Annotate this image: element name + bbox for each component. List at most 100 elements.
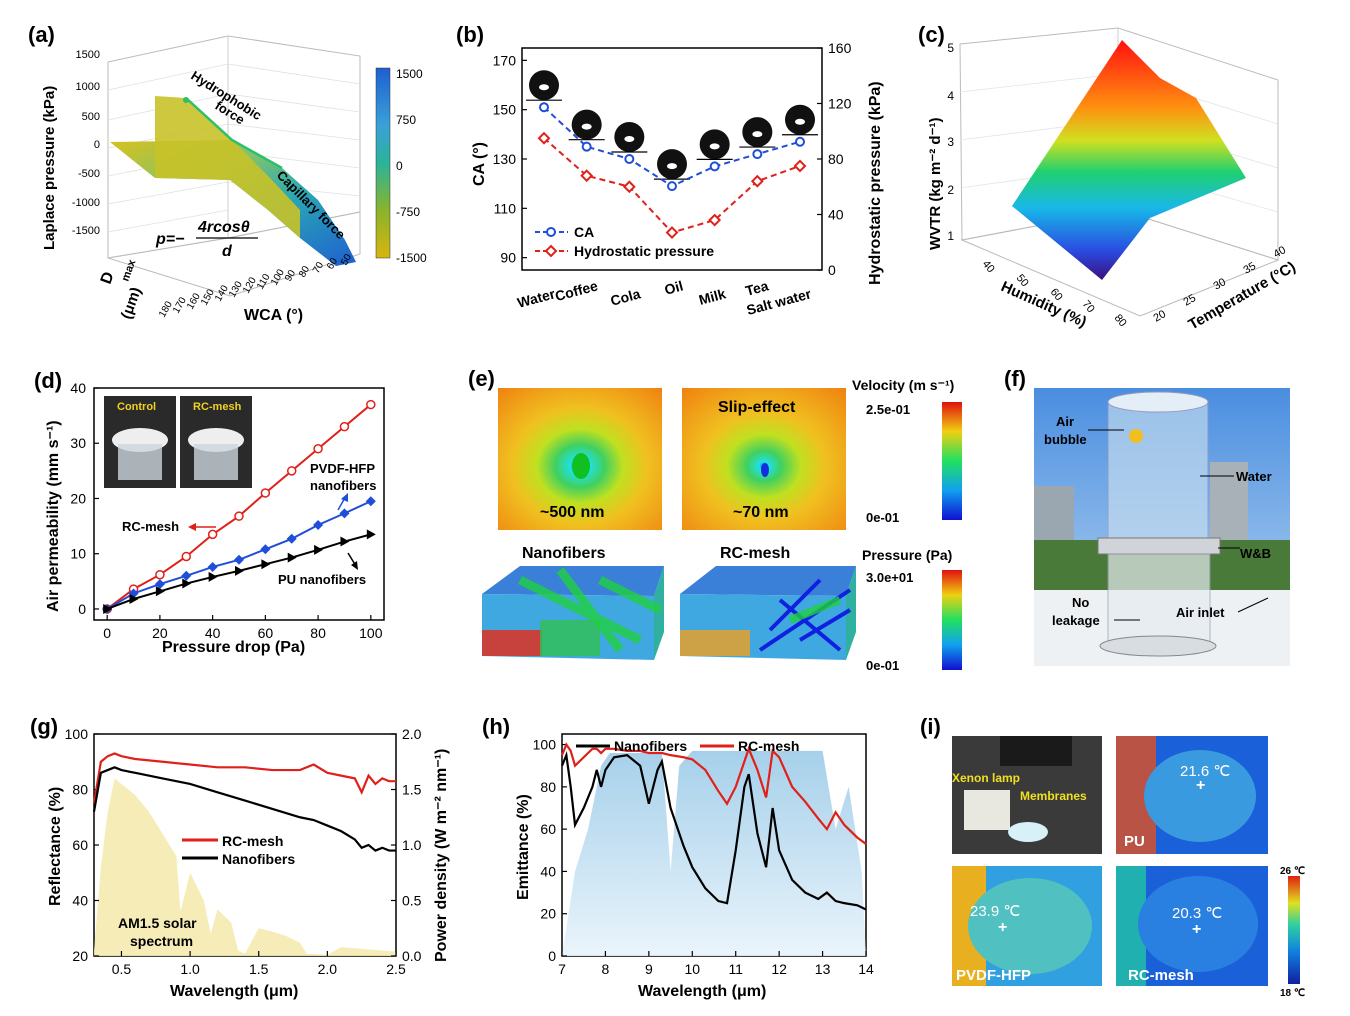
- velocity-field-rc: [682, 388, 846, 530]
- crosshair-pvdf: +: [998, 919, 1007, 936]
- label-pu-i: PU: [1124, 833, 1145, 850]
- point-d-rc: [286, 466, 297, 476]
- atmospheric-window: [562, 750, 866, 956]
- inset-control-label: Control: [117, 401, 156, 413]
- tick-label-g-y2: 1.5: [402, 782, 422, 798]
- series-line-g: [92, 766, 396, 852]
- svg-text:5: 5: [947, 41, 954, 55]
- point-d-pu: [287, 552, 297, 563]
- droplet-highlight: [667, 163, 677, 170]
- velocity-min: 0e-01: [866, 510, 899, 525]
- svg-text:-500: -500: [78, 168, 100, 180]
- pressure-min: 0e-01: [866, 658, 899, 673]
- temp-pvdf: 23.9 ℃: [970, 903, 1020, 920]
- point-ca: [624, 154, 635, 164]
- point-hp: [708, 213, 722, 227]
- tick-label-d-x: 40: [205, 625, 221, 641]
- arrowhead-pu: [351, 561, 358, 570]
- legend-h-nano: Nanofibers: [614, 738, 687, 754]
- svg-text:50: 50: [339, 252, 354, 268]
- point-d-rc: [207, 529, 218, 540]
- thermal-min: 18 ℃: [1280, 988, 1305, 999]
- crosshair-rc: +: [1192, 921, 1201, 938]
- annotation-rc-d: RC-mesh: [122, 519, 179, 534]
- surface-peak-marker: [183, 97, 189, 103]
- point-hp: [622, 180, 636, 194]
- box-floor: [107, 211, 361, 297]
- tick-label-d-y: 30: [70, 435, 86, 451]
- label-rc-i: RC-mesh: [1128, 967, 1194, 984]
- thermal-max: 26 ℃: [1280, 866, 1305, 877]
- setup-box: [964, 790, 1010, 830]
- fiber-nano-cross-section: [572, 453, 590, 479]
- axis-g-y2label: Power density (W m⁻² nm⁻¹): [433, 749, 450, 962]
- water-column: [1107, 401, 1209, 541]
- legend-g-nano: Nanofibers: [222, 851, 295, 867]
- legend-b: CA Hydrostatic pressure: [535, 224, 714, 259]
- xenon-housing: [1000, 736, 1072, 766]
- svg-text:3: 3: [947, 135, 954, 149]
- membrane-dish: [1008, 822, 1048, 842]
- tick-label-d-x: 80: [310, 625, 326, 641]
- thermal-rc-dish: [1138, 876, 1258, 972]
- point-d-pvdf: [260, 544, 271, 555]
- pressure-block-nano: [482, 566, 664, 660]
- inset-rc-label: RC-mesh: [193, 401, 242, 413]
- annotation-pvdf1: PVDF-HFP: [310, 461, 375, 476]
- axis-a-zlabel: Laplace pressure (kPa): [41, 86, 58, 250]
- droplet-highlight: [752, 131, 763, 138]
- axis-g-xlabel: Wavelength (μm): [170, 983, 298, 1000]
- svg-text:2: 2: [947, 183, 954, 197]
- panel-d: (d) 0 20 40 60 80 100 0 10 20 30 40 Air permeabili…: [34, 368, 385, 656]
- droplet-highlight: [624, 136, 635, 142]
- base: [1099, 635, 1217, 657]
- annotation-pvdf2: nanofibers: [310, 478, 376, 493]
- thermal-pu-dish: [1144, 750, 1256, 842]
- point-d-rc: [339, 421, 350, 432]
- axis-b-y2label: Hydrostatic pressure (kPa): [867, 81, 884, 285]
- surface-ridge: [155, 96, 300, 238]
- panel-label-c: (c): [918, 22, 945, 47]
- point-ca: [795, 136, 805, 147]
- panel-label-g: (g): [30, 714, 58, 739]
- pressure-title: Pressure (Pa): [862, 547, 952, 563]
- droplet-highlight: [539, 84, 549, 91]
- svg-text:-1500: -1500: [72, 225, 100, 237]
- colorbar-pressure: [942, 570, 962, 670]
- point-d-pvdf: [365, 496, 376, 507]
- axes-d: 0 20 40 60 80 100 0 10 20 30 40: [70, 380, 382, 641]
- tick-label-b-right: 80: [828, 151, 844, 167]
- point-d-pu: [155, 586, 165, 597]
- series-line-g: [92, 752, 396, 804]
- svg-text:-750: -750: [396, 205, 420, 219]
- tick-label-g-y2: 0.0: [402, 948, 422, 964]
- label-air: Air: [1056, 414, 1074, 429]
- flange: [1097, 537, 1221, 555]
- label-rcmesh: RC-mesh: [720, 545, 790, 562]
- point-d-pvdf: [339, 508, 350, 519]
- tick-label-b-right: 160: [828, 40, 852, 56]
- fish-toy: [1129, 429, 1143, 443]
- point-ca: [539, 102, 549, 113]
- tick-label-d-y: 10: [70, 546, 86, 562]
- panel-label-a: (a): [28, 22, 55, 47]
- beaker-rc-body: [194, 444, 238, 480]
- point-hp: [750, 174, 764, 188]
- label-xenon: Xenon lamp: [952, 771, 1020, 785]
- svg-text:80: 80: [297, 264, 312, 280]
- colorbar-a: [375, 67, 391, 259]
- tick-label-g-y: 100: [65, 726, 89, 742]
- axes-h: 7 8 9 10 11 12 13 14 0 20 40 60 80 100: [533, 737, 874, 977]
- tick-label-h-x: 8: [602, 961, 610, 977]
- tick-label-d-y: 0: [78, 601, 86, 617]
- svg-text:1500: 1500: [396, 67, 423, 81]
- tick-label-d-x: 100: [359, 625, 383, 641]
- point-d-pu: [366, 529, 376, 540]
- point-ca: [581, 141, 592, 152]
- pointer-inlet: [1237, 597, 1269, 613]
- panel-f: (f) Air bubble Water W&B No leakage Air …: [1004, 366, 1290, 666]
- tick-label-d-y: 40: [70, 380, 86, 396]
- tick-label-h-x: 10: [684, 961, 700, 977]
